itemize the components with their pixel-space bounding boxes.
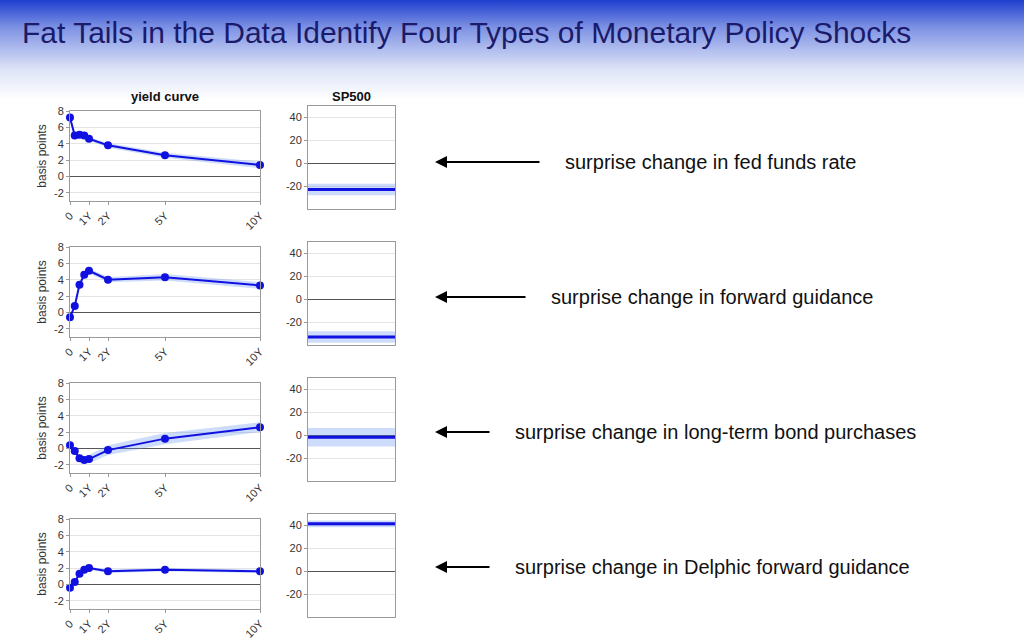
- svg-text:surprise change in long-term b: surprise change in long-term bond purcha…: [515, 421, 916, 443]
- svg-text:basis points: basis points: [35, 532, 49, 595]
- svg-text:8: 8: [58, 241, 64, 253]
- svg-text:0: 0: [58, 306, 64, 318]
- svg-text:basis points: basis points: [35, 396, 49, 459]
- svg-text:5Y: 5Y: [152, 345, 170, 363]
- svg-text:6: 6: [58, 121, 64, 133]
- svg-text:8: 8: [58, 377, 64, 389]
- svg-text:5Y: 5Y: [152, 209, 170, 227]
- svg-text:6: 6: [58, 393, 64, 405]
- svg-text:1Y: 1Y: [76, 345, 94, 363]
- svg-text:8: 8: [58, 513, 64, 525]
- svg-text:-2: -2: [54, 595, 64, 607]
- svg-text:10Y: 10Y: [243, 209, 266, 232]
- svg-text:40: 40: [290, 519, 302, 531]
- svg-text:5Y: 5Y: [152, 481, 170, 499]
- svg-text:surprise change in Delphic for: surprise change in Delphic forward guida…: [515, 556, 910, 578]
- svg-text:0: 0: [62, 482, 75, 495]
- svg-text:20: 20: [290, 134, 302, 146]
- svg-text:20: 20: [290, 406, 302, 418]
- svg-text:20: 20: [290, 542, 302, 554]
- svg-text:0: 0: [296, 157, 302, 169]
- svg-text:0: 0: [62, 618, 75, 631]
- svg-text:10Y: 10Y: [243, 481, 266, 504]
- svg-text:0: 0: [296, 429, 302, 441]
- svg-text:2Y: 2Y: [95, 617, 113, 635]
- svg-text:10Y: 10Y: [243, 617, 266, 640]
- svg-text:4: 4: [58, 274, 64, 286]
- svg-text:0: 0: [58, 442, 64, 454]
- svg-text:basis points: basis points: [35, 124, 49, 187]
- svg-text:-20: -20: [286, 588, 302, 600]
- svg-text:basis points: basis points: [35, 260, 49, 323]
- svg-text:surprise change in fed funds r: surprise change in fed funds rate: [565, 151, 856, 173]
- svg-text:-2: -2: [54, 187, 64, 199]
- svg-text:4: 4: [58, 138, 64, 150]
- svg-text:surprise change in forward gui: surprise change in forward guidance: [551, 286, 873, 308]
- svg-text:6: 6: [58, 257, 64, 269]
- svg-text:1Y: 1Y: [76, 209, 94, 227]
- svg-text:-20: -20: [286, 452, 302, 464]
- svg-text:2: 2: [58, 426, 64, 438]
- svg-text:Fat Tails in the Data Identify: Fat Tails in the Data Identify Four Type…: [22, 16, 911, 49]
- svg-text:2Y: 2Y: [95, 209, 113, 227]
- svg-text:40: 40: [290, 247, 302, 259]
- svg-text:20: 20: [290, 270, 302, 282]
- svg-text:-20: -20: [286, 316, 302, 328]
- svg-text:-2: -2: [54, 459, 64, 471]
- svg-text:2: 2: [58, 290, 64, 302]
- svg-text:5Y: 5Y: [152, 617, 170, 635]
- svg-text:8: 8: [58, 105, 64, 117]
- svg-text:4: 4: [58, 546, 64, 558]
- svg-text:10Y: 10Y: [243, 345, 266, 368]
- svg-text:yield curve: yield curve: [131, 89, 199, 104]
- svg-text:-20: -20: [286, 180, 302, 192]
- svg-text:40: 40: [290, 111, 302, 123]
- svg-text:-2: -2: [54, 323, 64, 335]
- svg-text:2: 2: [58, 562, 64, 574]
- svg-text:SP500: SP500: [332, 89, 371, 104]
- svg-text:6: 6: [58, 529, 64, 541]
- svg-text:0: 0: [296, 565, 302, 577]
- svg-text:0: 0: [58, 170, 64, 182]
- svg-text:0: 0: [62, 346, 75, 359]
- svg-text:1Y: 1Y: [76, 481, 94, 499]
- svg-text:2Y: 2Y: [95, 345, 113, 363]
- svg-text:2: 2: [58, 154, 64, 166]
- svg-text:0: 0: [296, 293, 302, 305]
- svg-text:4: 4: [58, 410, 64, 422]
- svg-text:40: 40: [290, 383, 302, 395]
- svg-text:2Y: 2Y: [95, 481, 113, 499]
- svg-text:1Y: 1Y: [76, 617, 94, 635]
- svg-text:0: 0: [58, 578, 64, 590]
- svg-text:0: 0: [62, 210, 75, 223]
